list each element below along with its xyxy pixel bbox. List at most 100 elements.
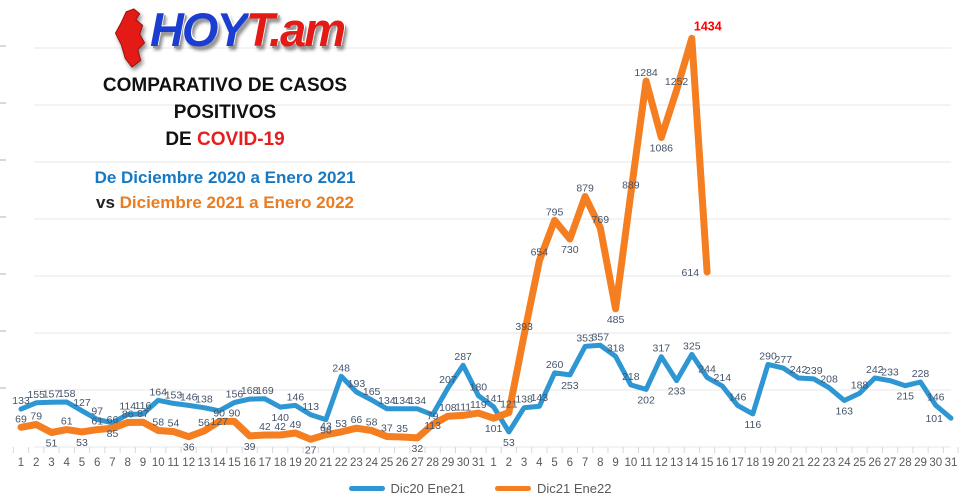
data-label: 165	[363, 386, 381, 398]
x-axis-label: 24	[838, 457, 851, 469]
data-label: 108	[439, 402, 457, 414]
data-label: 85	[107, 428, 119, 440]
x-axis-label: 30	[929, 457, 942, 469]
data-label: 141	[485, 393, 503, 405]
x-axis-label: 18	[274, 457, 287, 469]
data-label: 119	[470, 399, 487, 411]
data-label: 127	[210, 416, 228, 428]
subtitle-period-2: vs Diciembre 2021 a Enero 2022	[40, 190, 410, 215]
data-label: 138	[195, 394, 213, 406]
x-axis-label: 29	[441, 457, 454, 469]
title-line-3-prefix: DE	[165, 129, 198, 150]
title-line-1: COMPARATIVO DE CASOS	[102, 75, 348, 96]
data-label: 168	[241, 385, 259, 397]
legend-swatch-orange	[495, 486, 531, 491]
data-label: 140	[271, 412, 289, 424]
x-axis-label: 18	[746, 457, 759, 469]
x-axis-label: 21	[320, 457, 333, 469]
x-axis-label: 25	[853, 457, 866, 469]
x-axis-label: 8	[597, 457, 603, 469]
data-label: 90	[213, 407, 225, 419]
data-label: 101	[485, 423, 503, 435]
data-label: 248	[332, 362, 350, 374]
data-label: 1086	[650, 142, 674, 154]
data-label: 27	[305, 444, 317, 456]
data-label: 42	[259, 421, 271, 433]
data-label: 317	[653, 343, 671, 355]
x-axis-label: 5	[551, 457, 557, 469]
x-axis-label: 9	[612, 457, 618, 469]
data-label: 244	[698, 363, 716, 375]
x-axis-label: 12	[655, 457, 668, 469]
data-label: 58	[152, 416, 164, 428]
data-label: 193	[348, 378, 366, 390]
data-label: 66	[107, 414, 119, 426]
data-label: 111	[455, 401, 471, 413]
x-axis-label: 20	[777, 457, 790, 469]
data-label: 157	[43, 388, 61, 400]
data-label: 169	[256, 385, 274, 397]
data-label: 318	[607, 342, 625, 354]
data-label: 1252	[665, 76, 689, 88]
data-label: 156	[226, 389, 244, 401]
x-axis-label: 11	[167, 457, 179, 469]
series-line-dic20-ene21	[18, 342, 954, 435]
data-label: 133	[12, 395, 30, 407]
data-label: 242	[866, 364, 884, 376]
data-label: 49	[290, 419, 302, 431]
data-label: 116	[135, 400, 152, 412]
data-label: 769	[592, 214, 610, 226]
x-axis-label: 13	[670, 457, 683, 469]
data-label: 215	[896, 391, 914, 403]
data-label: 214	[714, 372, 732, 384]
data-label: 79	[427, 410, 439, 422]
x-axis-label: 7	[109, 457, 115, 469]
data-label: 116	[744, 419, 761, 431]
x-axis-label: 23	[350, 457, 363, 469]
title-line-3: DE COVID-19	[40, 126, 410, 153]
x-axis-label: 6	[94, 457, 100, 469]
x-axis-label: 31	[945, 457, 958, 469]
x-axis-label: 21	[792, 457, 805, 469]
data-label: 54	[168, 418, 180, 430]
data-label: 66	[351, 414, 363, 426]
data-label: 239	[805, 365, 823, 377]
legend-swatch-blue	[348, 486, 385, 491]
data-label: 1284	[634, 67, 658, 79]
x-axis-label: 13	[198, 457, 211, 469]
x-axis-label: 30	[457, 457, 470, 469]
x-axis-label: 31	[472, 457, 485, 469]
x-axis-label: 17	[259, 457, 272, 469]
data-label: 121	[500, 399, 518, 411]
data-label: 61	[61, 416, 73, 428]
subtitle-vs: vs	[95, 193, 120, 212]
x-axis-label: 10	[152, 457, 165, 469]
legend-item-dic20-ene21: Dic20 Ene21	[348, 481, 465, 496]
data-label: 96	[320, 425, 332, 437]
tamaulipas-map-icon	[114, 8, 146, 68]
data-label: 485	[607, 314, 625, 326]
chart-header: COMPARATIVO DE CASOS POSITIVOS DE COVID-…	[40, 72, 410, 215]
data-label: 260	[546, 359, 564, 371]
data-label: 36	[183, 442, 195, 454]
data-label: 393	[515, 321, 533, 333]
data-label: 233	[881, 367, 899, 379]
data-label: 32	[412, 443, 424, 455]
x-axis-label: 15	[228, 457, 241, 469]
x-axis-label: 7	[582, 457, 588, 469]
data-label: 357	[592, 331, 610, 343]
data-label: 134	[393, 395, 411, 407]
data-label: 155	[27, 389, 45, 401]
logo-text-red: T.am	[245, 3, 346, 56]
data-label: 795	[546, 206, 564, 218]
x-axis-label: 2	[506, 457, 512, 469]
x-axis-label: 6	[567, 457, 573, 469]
data-label: 97	[91, 405, 103, 417]
x-axis-label: 11	[640, 457, 652, 469]
data-label: 146	[729, 391, 747, 403]
data-label: 90	[229, 407, 241, 419]
data-label: 43	[320, 421, 332, 433]
data-label: 146	[180, 391, 198, 403]
